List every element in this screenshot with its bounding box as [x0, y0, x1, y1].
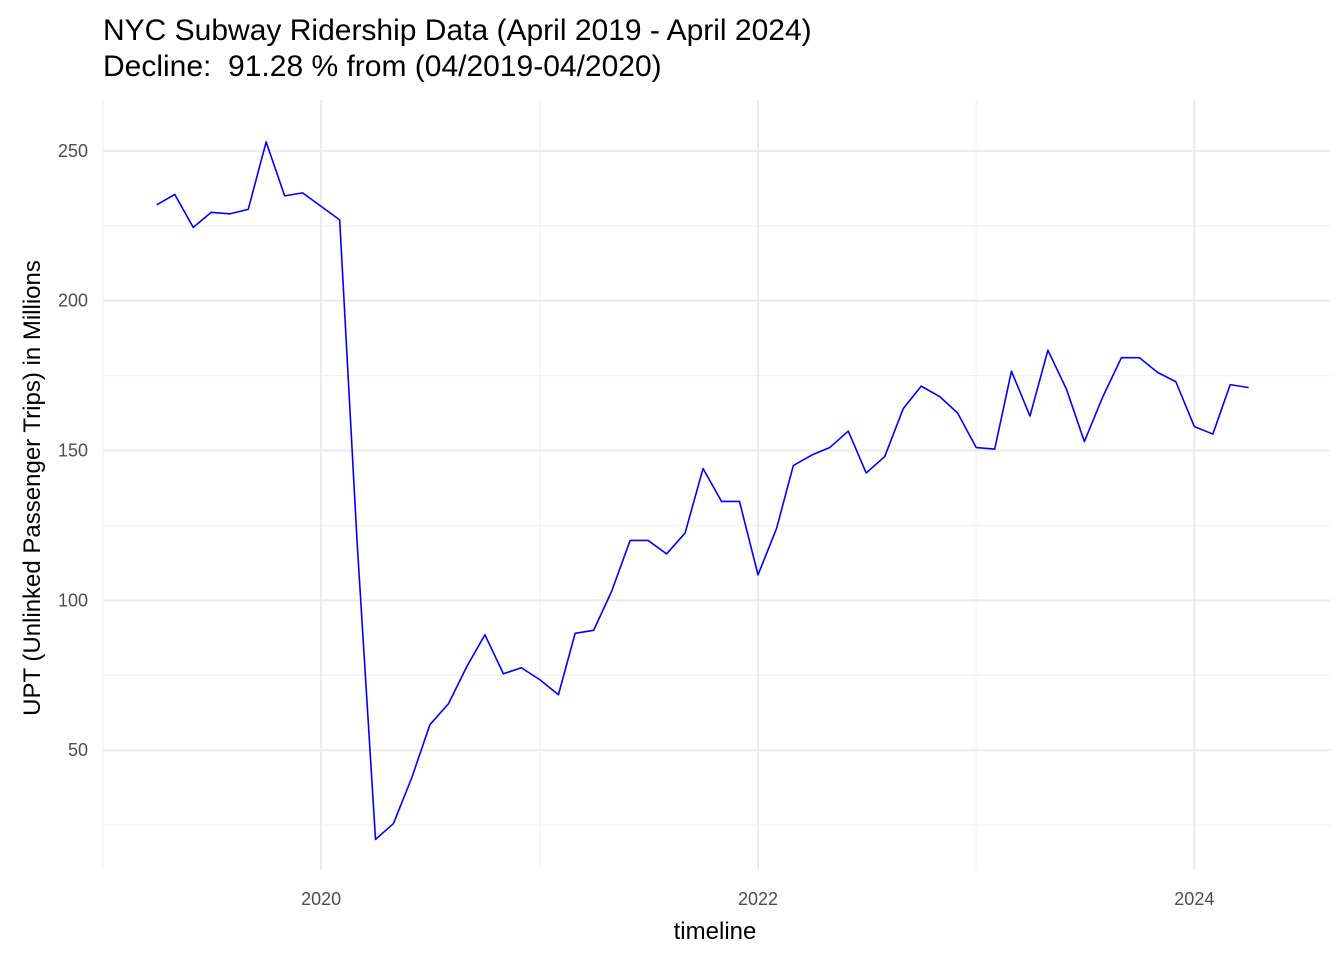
chart-subtitle: Decline: 91.28 % from (04/2019-04/2020) — [103, 50, 662, 83]
series-line — [156, 141, 1249, 841]
y-tick-label: 250 — [58, 141, 88, 161]
y-tick-label: 150 — [58, 441, 88, 461]
series-layer — [156, 141, 1249, 841]
major-gridlines-x — [320, 100, 1196, 870]
x-tick-label: 2022 — [738, 889, 778, 909]
major-gridlines-y — [103, 149, 1330, 752]
x-axis-tick-labels: 2020 2022 2024 — [301, 889, 1214, 909]
x-tick-label: 2024 — [1174, 889, 1214, 909]
x-axis-title: timeline — [674, 918, 757, 945]
y-tick-label: 50 — [68, 740, 88, 760]
minor-gridlines-x — [102, 100, 977, 870]
x-tick-label: 2020 — [301, 889, 341, 909]
minor-gridlines-y — [103, 225, 1330, 826]
y-axis-title: UPT (Unlinked Passenger Trips) in Millio… — [19, 260, 46, 716]
chart-title: NYC Subway Ridership Data (April 2019 - … — [103, 14, 812, 47]
y-axis-tick-labels: 50 100 150 200 250 — [58, 141, 88, 760]
y-tick-label: 100 — [58, 590, 88, 610]
y-tick-label: 200 — [58, 291, 88, 311]
